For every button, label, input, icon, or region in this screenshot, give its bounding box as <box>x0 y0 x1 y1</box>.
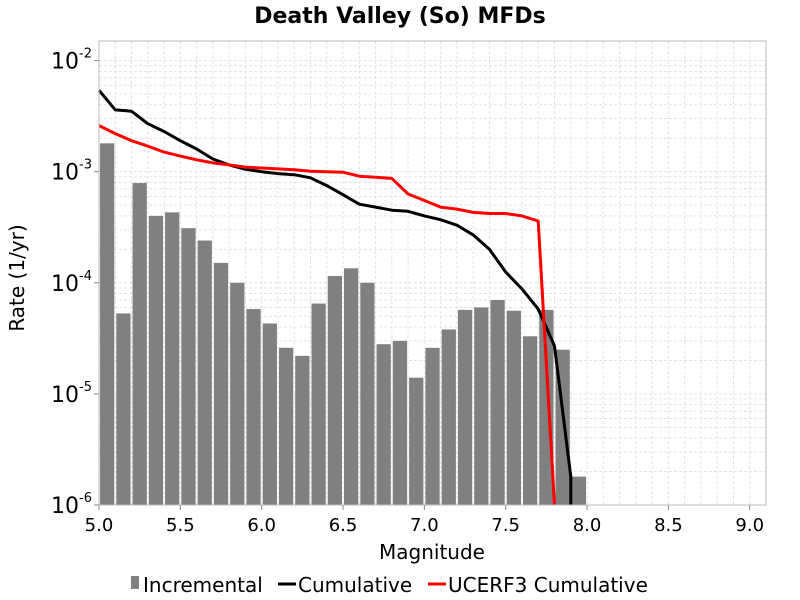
x-tick-label: 9.0 <box>735 515 764 536</box>
incremental-bars <box>100 143 587 506</box>
bar-incremental <box>262 323 277 505</box>
legend-label-incremental: Incremental <box>143 573 263 597</box>
bar-incremental <box>165 212 180 505</box>
y-tick-label: 10-3 <box>51 158 92 186</box>
bar-incremental <box>197 240 212 506</box>
y-tick-exponent: -4 <box>79 269 92 284</box>
x-tick-label: 6.5 <box>329 515 358 536</box>
bar-incremental <box>474 307 489 505</box>
x-tick-label: 7.0 <box>410 515 439 536</box>
x-tick-label: 7.5 <box>491 515 520 536</box>
bar-incremental <box>539 309 554 505</box>
cumulative-lines <box>97 89 573 506</box>
bar-incremental <box>327 276 343 505</box>
x-tick-label: 5.5 <box>166 515 195 536</box>
plot-frame <box>98 40 767 506</box>
bar-incremental <box>278 347 294 505</box>
legend: Incremental Cumulative UCERF3 Cumulative <box>131 573 648 597</box>
y-tick-exponent: -6 <box>79 491 92 506</box>
legend-swatch-incremental <box>131 576 139 589</box>
bar-incremental <box>522 336 538 505</box>
y-axis: 10-6 10-5 10-4 10-3 10-2 <box>51 47 99 519</box>
x-tick-label: 8.0 <box>573 515 602 536</box>
bar-incremental <box>311 303 326 505</box>
bar-incremental <box>425 347 440 505</box>
bar-incremental <box>392 340 408 505</box>
bar-incremental <box>571 476 587 505</box>
bar-incremental <box>490 299 505 505</box>
series-line-cumulative <box>97 89 573 505</box>
bar-incremental <box>230 282 245 505</box>
y-tick-exponent: -5 <box>79 380 92 395</box>
x-axis: 5.0 5.5 6.0 6.5 7.0 7.5 8.0 8.5 9.0 <box>85 505 764 536</box>
bar-incremental <box>246 309 261 505</box>
y-tick-label: 10-4 <box>51 269 92 297</box>
bar-incremental <box>360 282 375 505</box>
x-tick-label: 5.0 <box>85 515 114 536</box>
bar-incremental <box>148 215 164 505</box>
bar-incremental <box>457 309 473 505</box>
bar-incremental <box>344 268 359 505</box>
bar-incremental <box>116 313 131 505</box>
y-tick-exponent: -3 <box>79 158 92 173</box>
legend-label-cumulative: Cumulative <box>298 573 412 597</box>
bar-incremental <box>441 329 456 505</box>
y-tick-label: 10-6 <box>51 491 92 519</box>
bar-incremental <box>132 183 147 506</box>
x-axis-label: Magnitude <box>379 540 485 564</box>
legend-label-ucerf3-cumulative: UCERF3 Cumulative <box>448 573 648 597</box>
y-tick-label: 10-2 <box>51 47 92 75</box>
bar-incremental <box>506 310 521 505</box>
y-tick-exponent: -2 <box>79 47 92 62</box>
bar-incremental <box>213 262 229 505</box>
x-tick-label: 8.5 <box>654 515 683 536</box>
y-tick-label: 10-5 <box>51 380 92 408</box>
bar-incremental <box>100 143 115 505</box>
bar-incremental <box>409 377 424 505</box>
series-line-ucerf3-cumulative <box>98 124 556 506</box>
x-tick-label: 6.0 <box>247 515 276 536</box>
bar-incremental <box>376 344 391 505</box>
bar-incremental <box>295 355 310 505</box>
chart-title: Death Valley (So) MFDs <box>254 4 546 29</box>
y-axis-label: Rate (1/yr) <box>5 224 29 331</box>
bar-incremental <box>181 228 196 505</box>
